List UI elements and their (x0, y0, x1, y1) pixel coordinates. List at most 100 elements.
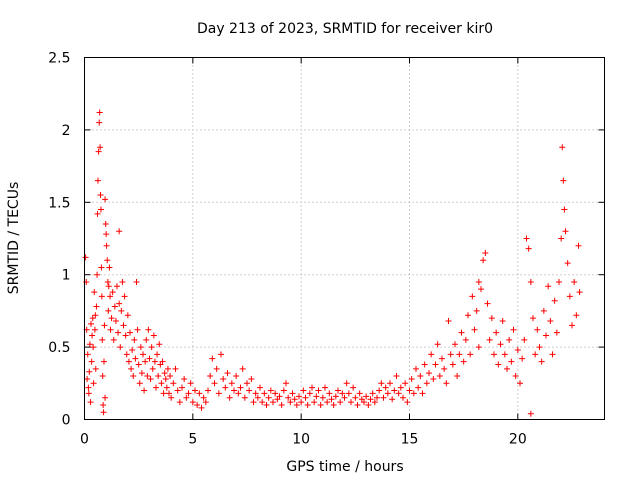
data-point (475, 344, 482, 351)
data-point (573, 312, 580, 319)
data-point (237, 384, 244, 391)
data-point (174, 387, 181, 394)
data-point (486, 336, 493, 343)
data-point (432, 361, 439, 368)
data-point (454, 373, 461, 380)
data-point (102, 394, 109, 401)
data-point (561, 206, 568, 213)
data-point (575, 242, 582, 249)
data-point (127, 329, 133, 336)
data-point (84, 351, 91, 358)
data-point (109, 289, 116, 296)
data-point (441, 365, 448, 372)
data-point (162, 375, 169, 382)
data-point (369, 390, 376, 397)
data-point (354, 402, 361, 409)
data-point (278, 402, 285, 409)
y-tick-label: 2 (62, 123, 71, 139)
data-point (196, 390, 203, 397)
data-point (456, 351, 463, 358)
data-point (404, 399, 411, 406)
data-point (309, 384, 315, 391)
data-point (328, 396, 335, 403)
data-point (183, 394, 190, 401)
data-point (102, 221, 109, 228)
data-point (118, 307, 125, 314)
data-point (93, 303, 100, 310)
data-point (94, 210, 101, 217)
data-point (380, 394, 387, 401)
data-point (124, 312, 131, 319)
data-point (538, 358, 545, 365)
data-point (473, 307, 480, 314)
data-point (179, 384, 185, 391)
data-point (460, 358, 467, 365)
data-point (89, 332, 96, 339)
data-point (123, 351, 130, 358)
data-point (102, 196, 109, 203)
data-point (142, 358, 149, 365)
data-point (97, 144, 104, 151)
data-point (556, 278, 562, 285)
data-point (534, 326, 541, 333)
data-point (92, 312, 99, 319)
data-point (106, 264, 113, 271)
data-point (103, 231, 110, 238)
data-point (84, 375, 91, 382)
data-point (443, 380, 450, 387)
data-point (147, 375, 154, 382)
data-point (564, 260, 571, 267)
data-point (202, 399, 209, 406)
data-point (252, 390, 259, 397)
data-point (198, 404, 205, 411)
data-point (108, 315, 115, 322)
data-point (319, 394, 326, 401)
data-point (166, 390, 172, 397)
data-point (387, 380, 393, 387)
data-point (367, 396, 374, 403)
data-point (447, 351, 454, 358)
data-point (129, 346, 136, 353)
data-point (110, 336, 117, 343)
data-point (514, 346, 521, 353)
data-point (85, 384, 92, 391)
data-point (207, 373, 214, 380)
data-point (543, 332, 549, 339)
data-point (287, 399, 294, 406)
data-point (527, 278, 534, 285)
data-point (159, 358, 166, 365)
data-point (280, 387, 287, 394)
data-point (337, 399, 344, 406)
data-point (313, 393, 320, 400)
data-point (536, 344, 543, 351)
data-point (141, 387, 148, 394)
data-point (151, 358, 158, 365)
data-point (248, 375, 255, 382)
data-point (428, 351, 435, 358)
data-point (421, 361, 428, 368)
data-point (504, 365, 510, 372)
data-point (296, 393, 302, 400)
y-tick-label: 1 (62, 268, 71, 284)
data-point (86, 341, 93, 348)
data-point (148, 344, 155, 351)
data-point (289, 390, 296, 397)
data-point (506, 336, 513, 343)
data-point (132, 355, 139, 362)
data-point (395, 390, 402, 397)
data-point (116, 300, 123, 307)
data-point (553, 329, 560, 336)
data-point (423, 380, 430, 387)
data-point (125, 358, 132, 365)
data-point (121, 293, 128, 300)
data-point (211, 380, 218, 387)
data-point (88, 358, 95, 365)
data-point (523, 235, 530, 242)
data-point (140, 351, 146, 358)
data-point (138, 370, 145, 377)
data-point (231, 387, 237, 394)
data-point (462, 336, 469, 343)
data-point (87, 399, 94, 406)
data-point (495, 361, 502, 368)
